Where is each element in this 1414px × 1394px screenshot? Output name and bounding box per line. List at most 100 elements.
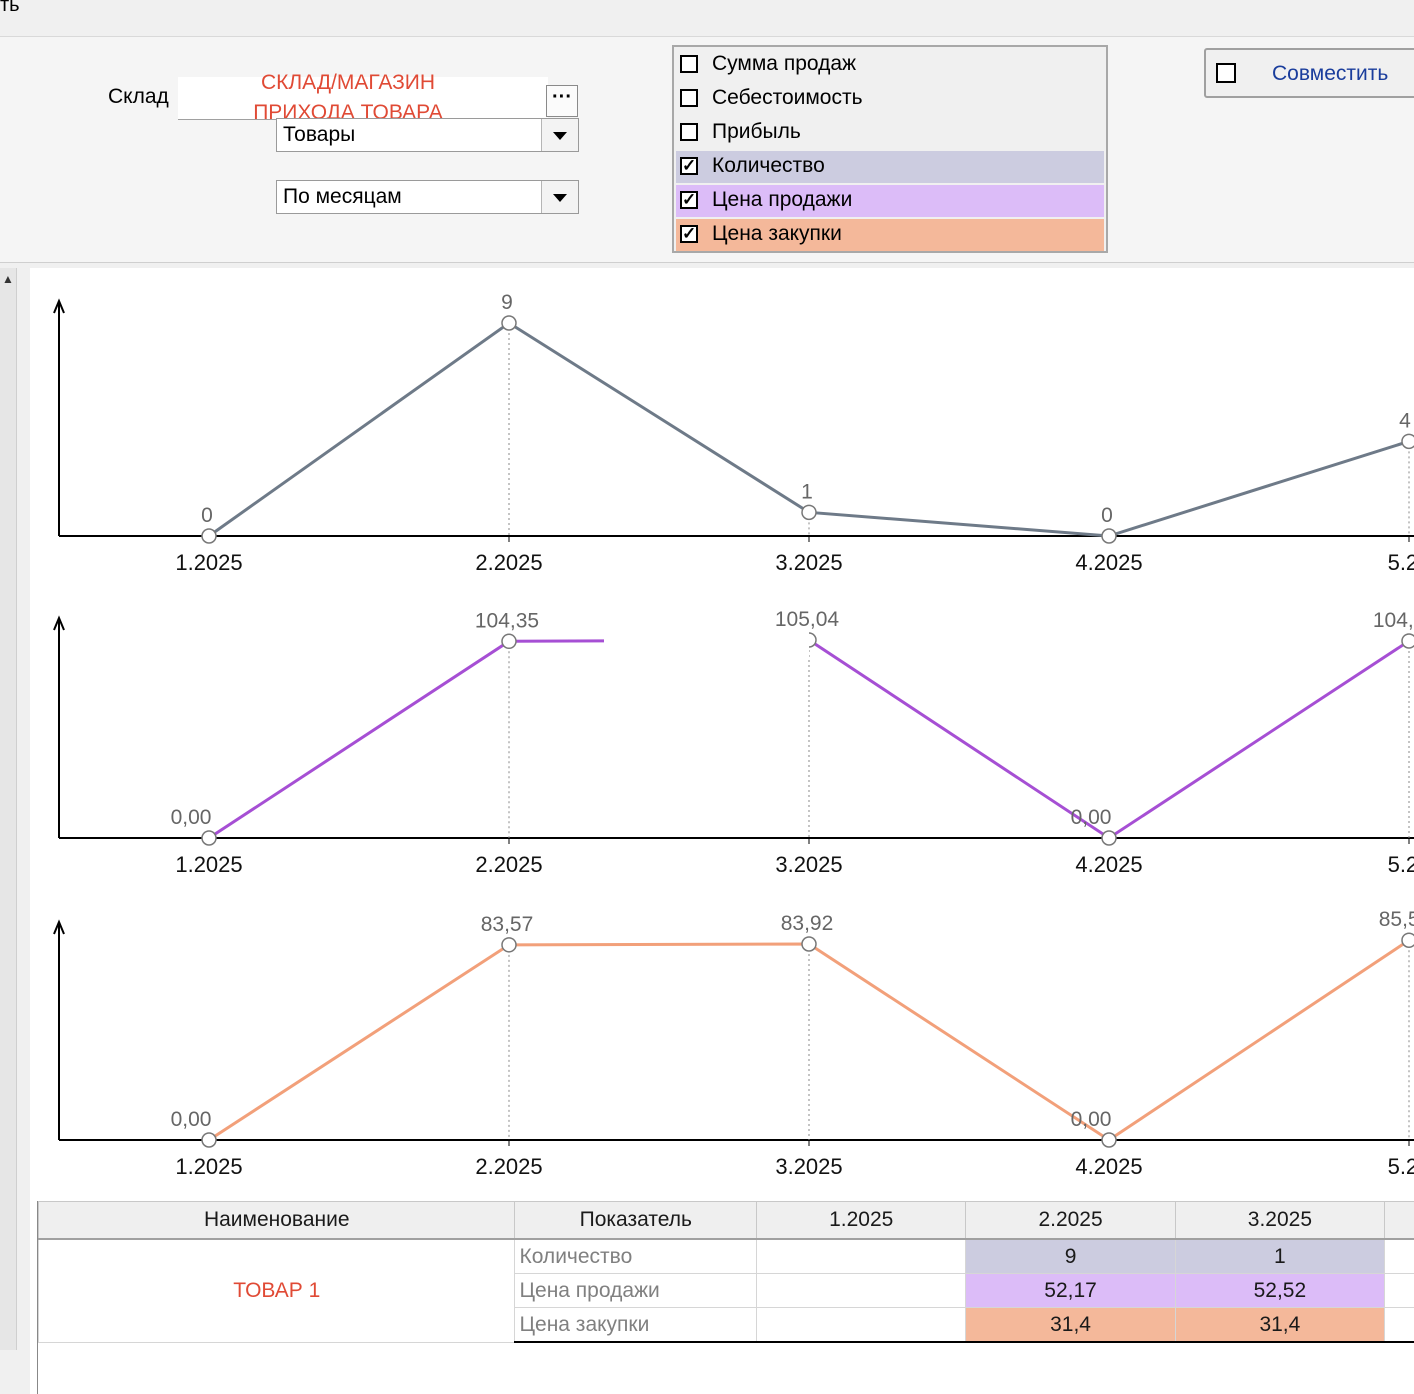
metric-row-profit[interactable]: Прибыль xyxy=(676,117,1104,149)
metric-row-quantity[interactable]: ✓ Количество xyxy=(676,151,1104,183)
metrics-checklist: Сумма продаж Себестоимость Прибыль ✓ Кол… xyxy=(672,45,1108,253)
checkbox[interactable]: ✓ xyxy=(680,224,698,243)
checkbox[interactable] xyxy=(680,89,698,107)
data-label: 0,00 xyxy=(171,1108,212,1131)
period-select-value: По месяцам xyxy=(283,185,402,208)
data-point xyxy=(201,830,217,846)
x-tick-label: 4.2025 xyxy=(1075,1154,1142,1179)
data-point xyxy=(801,504,817,521)
value-cell[interactable] xyxy=(756,1307,967,1343)
column-header-2-2025[interactable]: 2.2025 xyxy=(965,1201,1176,1240)
data-point xyxy=(1401,633,1414,649)
data-point xyxy=(1101,1132,1117,1148)
data-point xyxy=(801,936,817,952)
x-tick-label: 2.2025 xyxy=(475,550,542,575)
checkbox[interactable]: ✓ xyxy=(680,156,698,175)
table-row[interactable]: ТОВАР 1 Количество 9 1 xyxy=(37,1238,1414,1343)
combine-label: Совместить xyxy=(1272,62,1389,85)
data-label: 1 xyxy=(801,480,813,503)
x-tick-label: 2.2025 xyxy=(475,1154,542,1179)
column-header-1-2025[interactable]: 1.2025 xyxy=(756,1201,967,1240)
scroll-up-icon[interactable]: ▲ xyxy=(2,272,14,286)
value-cell[interactable]: 52,52 xyxy=(1174,1273,1386,1308)
x-tick-label: 1.2025 xyxy=(175,1154,242,1179)
data-label: 0,00 xyxy=(1071,806,1112,829)
value-cell[interactable]: 52,17 xyxy=(965,1273,1176,1308)
x-tick-label: 3.2025 xyxy=(775,852,842,877)
filter-panel: Склад СКЛАД/МАГАЗИН ПРИХОДА ТОВАРА ··· Т… xyxy=(0,37,1414,263)
data-label: 105,04 xyxy=(775,608,840,631)
y-axis-arrow xyxy=(53,298,65,314)
y-axis-arrow xyxy=(53,615,65,631)
data-label: 83,57 xyxy=(481,913,534,936)
window-title: ть xyxy=(0,0,20,16)
overflow-cell xyxy=(1384,1273,1414,1308)
data-label: 0 xyxy=(1101,504,1113,527)
value-cell[interactable]: 31,4 xyxy=(965,1307,1176,1343)
table-row[interactable]: Цена продажи 52,17 52,52 xyxy=(39,1273,1414,1308)
x-tick-label: 3.2025 xyxy=(775,1154,842,1179)
x-tick-label: 1.2025 xyxy=(175,852,242,877)
x-tick-label: 2.2025 xyxy=(475,852,542,877)
indicator-cell[interactable]: Количество xyxy=(514,1238,758,1274)
metric-row-cost[interactable]: Себестоимость xyxy=(676,83,1104,115)
title-bar: ть xyxy=(0,0,1414,37)
data-point xyxy=(501,633,517,650)
indicator-cell[interactable]: Цена продажи xyxy=(514,1273,758,1308)
product-name-cell[interactable]: ТОВАР 1 xyxy=(37,1238,516,1343)
data-label: 9 xyxy=(501,291,513,314)
data-label: 104,52 xyxy=(1373,609,1414,632)
data-label: 85,54 xyxy=(1379,908,1414,931)
checkbox[interactable]: ✓ xyxy=(680,190,698,209)
series-line xyxy=(208,638,1410,840)
render-gap xyxy=(604,628,809,658)
indicator-cell[interactable]: Цена закупки xyxy=(514,1307,758,1343)
checkbox[interactable] xyxy=(680,55,698,73)
browse-warehouse-button[interactable]: ··· xyxy=(546,85,578,117)
checkbox[interactable] xyxy=(680,123,698,141)
column-header-indicator[interactable]: Показатель xyxy=(514,1201,758,1240)
metric-row-sale-price[interactable]: ✓ Цена продажи xyxy=(676,185,1104,217)
metric-label: Цена продажи xyxy=(712,188,853,211)
value-cell[interactable] xyxy=(756,1273,967,1308)
data-label: 0,00 xyxy=(171,806,212,829)
combine-checkbox[interactable] xyxy=(1216,63,1236,83)
column-header-overflow xyxy=(1384,1201,1414,1240)
x-tick-label: 4.2025 xyxy=(1075,550,1142,575)
chevron-down-icon[interactable] xyxy=(541,119,578,151)
value-cell[interactable]: 9 xyxy=(965,1238,1176,1274)
x-tick-label: 5.20 xyxy=(1388,1154,1414,1179)
data-label: 104,35 xyxy=(475,609,539,632)
metric-label: Сумма продаж xyxy=(712,52,857,75)
value-cell[interactable] xyxy=(756,1238,967,1274)
x-tick-label: 5.20 xyxy=(1388,550,1414,575)
metric-label: Количество xyxy=(712,154,825,177)
column-header-3-2025[interactable]: 3.2025 xyxy=(1174,1201,1386,1240)
data-label: 4 xyxy=(1399,409,1411,432)
data-grid: Наименование Показатель 1.2025 2.2025 3.… xyxy=(37,1201,1414,1394)
column-header-name[interactable]: Наименование xyxy=(37,1201,516,1240)
data-label: 0 xyxy=(201,504,213,527)
value-cell[interactable]: 1 xyxy=(1174,1238,1386,1274)
x-tick-label: 1.2025 xyxy=(175,550,242,575)
data-label: 0,00 xyxy=(1071,1108,1112,1131)
metric-row-purchase-price[interactable]: ✓ Цена закупки xyxy=(676,219,1104,251)
y-axis-arrow xyxy=(53,919,65,935)
header-row: Наименование Показатель 1.2025 2.2025 3.… xyxy=(37,1201,1414,1240)
charts-svg: 1.2025 2.2025 3.2025 4.2025 5.20 0 9 1 0 4 1.2025 2… xyxy=(53,291,1414,1179)
left-scrollbar[interactable]: ▲ xyxy=(0,268,17,1350)
data-point xyxy=(1101,830,1117,846)
overflow-cell xyxy=(1384,1307,1414,1343)
period-select[interactable]: По месяцам xyxy=(276,180,579,214)
data-point xyxy=(201,1132,217,1148)
data-table: Наименование Показатель 1.2025 2.2025 3.… xyxy=(37,1201,1414,1343)
chevron-down-icon[interactable] xyxy=(541,181,578,213)
data-point xyxy=(201,528,217,544)
data-point xyxy=(501,937,517,953)
metric-row-sales-sum[interactable]: Сумма продаж xyxy=(676,49,1104,81)
combine-toggle[interactable]: Совместить xyxy=(1204,48,1414,98)
table-row[interactable]: Цена закупки 31,4 31,4 xyxy=(39,1307,1414,1343)
category-select[interactable]: Товары xyxy=(276,118,579,152)
value-cell[interactable]: 31,4 xyxy=(1174,1307,1386,1343)
x-tick-label: 4.2025 xyxy=(1075,852,1142,877)
